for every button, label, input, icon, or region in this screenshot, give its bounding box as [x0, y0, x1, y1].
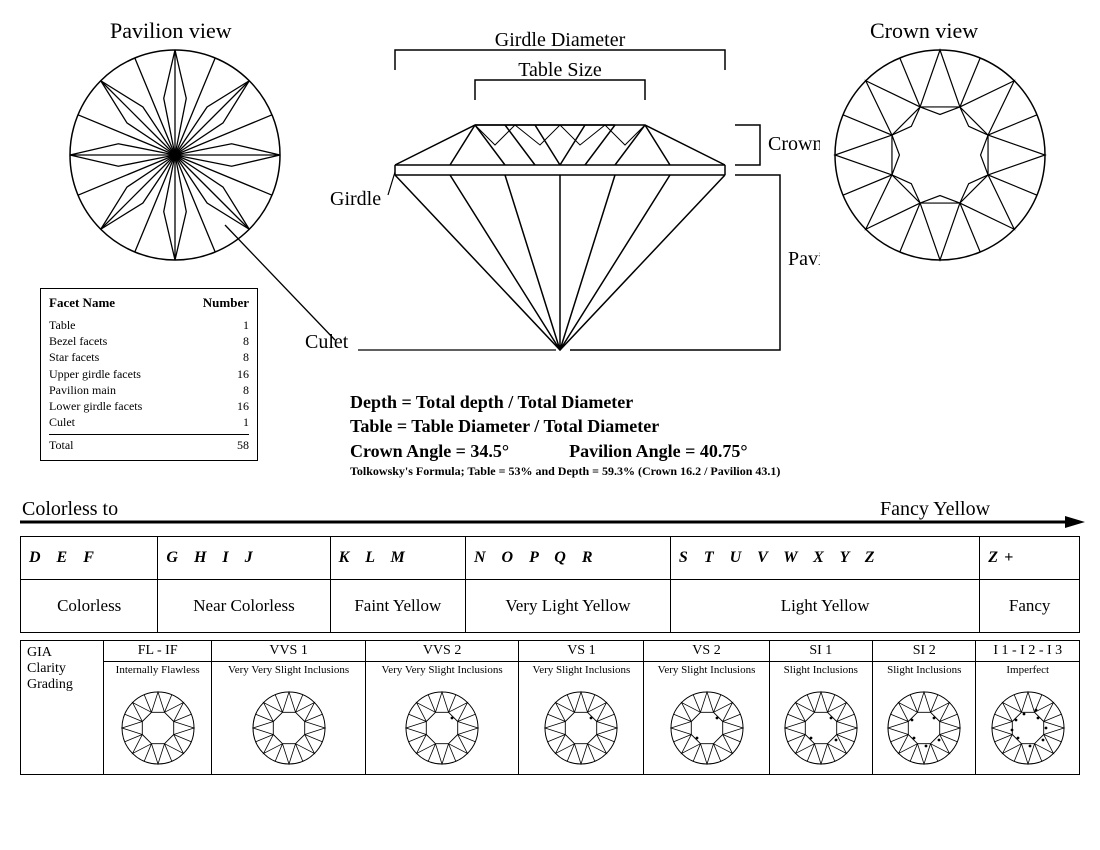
clarity-code: SI 2 [873, 641, 976, 662]
clarity-code: VS 1 [519, 641, 644, 662]
clarity-grading-table: GIAClarityGradingFL - IFVVS 1VVS 2VS 1VS… [20, 640, 1080, 775]
facet-row: Pavilion main8 [49, 382, 249, 398]
clarity-cell: Slight Inclusions [769, 662, 872, 775]
clarity-cell: Imperfect [976, 662, 1080, 775]
formula-block: Depth = Total depth / Total Diameter Tab… [350, 390, 970, 479]
clarity-code: FL - IF [104, 641, 212, 662]
facet-row: Upper girdle facets16 [49, 366, 249, 382]
facet-row: Culet1 [49, 414, 249, 430]
clarity-cell: Very Slight Inclusions [519, 662, 644, 775]
gia-clarity-header: GIAClarityGrading [21, 641, 104, 775]
clarity-code: I 1 - I 2 - I 3 [976, 641, 1080, 662]
clarity-code: VVS 1 [212, 641, 366, 662]
clarity-cell: Very Very Slight Inclusions [365, 662, 519, 775]
clarity-code: VS 2 [644, 641, 769, 662]
facet-row: Lower girdle facets16 [49, 398, 249, 414]
clarity-cell: Internally Flawless [104, 662, 212, 775]
facet-row: Table1 [49, 317, 249, 333]
clarity-cell: Very Very Slight Inclusions [212, 662, 366, 775]
facet-row: Bezel facets8 [49, 333, 249, 349]
clarity-code: VVS 2 [365, 641, 519, 662]
color-grade-table: D E FG H I JK L MN O P Q RS T U V W X Y … [20, 536, 1080, 633]
facet-table: Facet NameNumber Table1Bezel facets8Star… [40, 288, 258, 461]
clarity-cell: Slight Inclusions [873, 662, 976, 775]
clarity-code: SI 1 [769, 641, 872, 662]
color-scale-arrow [20, 516, 1085, 534]
facet-row: Star facets8 [49, 349, 249, 365]
clarity-cell: Very Slight Inclusions [644, 662, 769, 775]
